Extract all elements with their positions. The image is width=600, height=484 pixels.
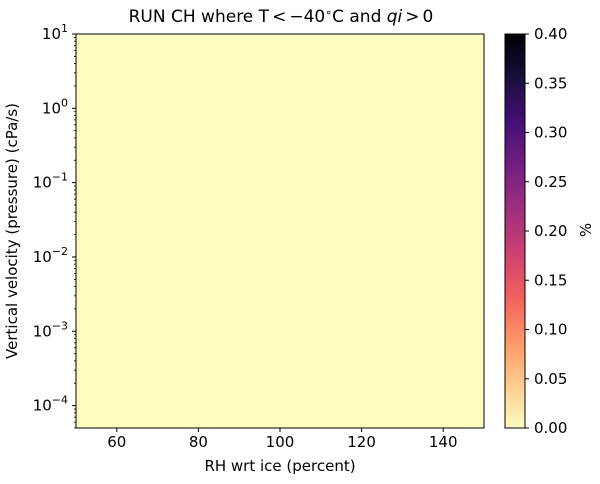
colorbar-tick-label: 0.35 xyxy=(534,74,567,92)
x-tick-label: 100 xyxy=(266,433,295,451)
chart-title: RUN CH where T < −40∘C and qi >0 xyxy=(129,6,434,27)
x-axis-ticks: 60 80 100 120 140 xyxy=(107,428,458,451)
y-axis-ticks: 101 100 10−1 10−2 10−3 10−4 xyxy=(33,22,76,429)
colorbar-tick-label: 0.30 xyxy=(534,124,567,142)
y-tick-label: 10−2 xyxy=(33,245,68,266)
x-tick-label: 60 xyxy=(107,433,126,451)
heatmap-fill xyxy=(76,34,484,428)
colorbar-tick-label: 0.10 xyxy=(534,321,567,339)
y-tick-label: 10−3 xyxy=(33,319,68,340)
colorbar-tick-label: 0.00 xyxy=(534,419,567,437)
colorbar-tick-label: 0.20 xyxy=(534,222,567,240)
colorbar-tick-label: 0.05 xyxy=(534,370,567,388)
x-tick-label: 120 xyxy=(347,433,376,451)
y-tick-label: 101 xyxy=(42,22,68,43)
x-tick-label: 140 xyxy=(429,433,458,451)
x-axis-label: RH wrt ice (percent) xyxy=(204,457,355,475)
colorbar-ticks: 0.00 0.05 0.10 0.15 0.20 0.25 0.30 0.35 0.40 xyxy=(525,25,567,437)
y-tick-label: 10−1 xyxy=(33,171,68,192)
x-tick-label: 80 xyxy=(189,433,208,451)
colorbar xyxy=(504,33,526,429)
colorbar-tick-label: 0.15 xyxy=(534,271,567,289)
colorbar-tick-label: 0.25 xyxy=(534,173,567,191)
colorbar-label: % xyxy=(577,223,595,237)
y-tick-label: 10−4 xyxy=(33,394,68,415)
y-tick-label: 100 xyxy=(42,96,68,117)
plot-frame xyxy=(75,33,485,429)
colorbar-tick-label: 0.40 xyxy=(534,25,567,43)
y-axis-label: Vertical velocity (pressure) (cPa/s) xyxy=(3,103,21,359)
